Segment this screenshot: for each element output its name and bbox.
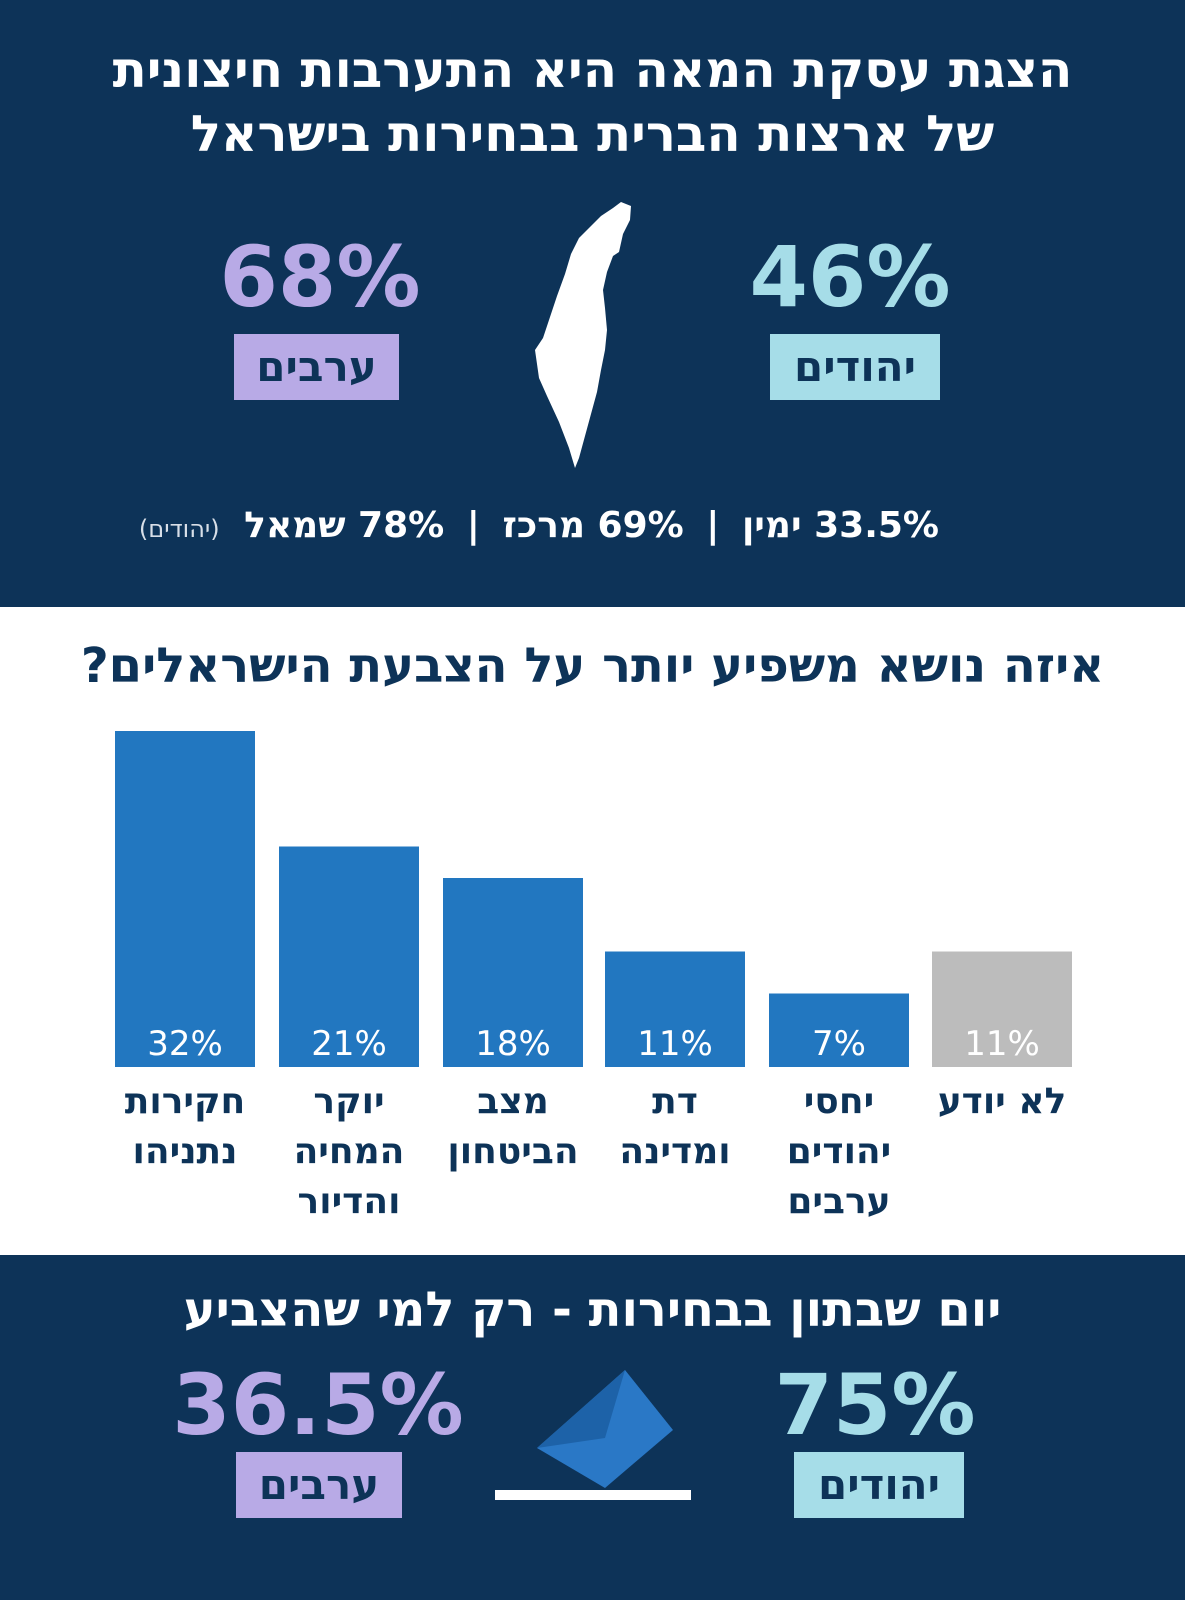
breakdown-separator: | <box>466 505 480 546</box>
breakdown-note: (יהודים) <box>138 515 220 543</box>
bar-0 <box>115 731 255 1067</box>
bottom-jews-percent: 75% <box>774 1356 976 1454</box>
category-label-4-2: ערבים <box>787 1181 890 1222</box>
political-breakdown: 33.5% ימין | 69% מרכז | 78% שמאל (יהודים… <box>139 500 939 555</box>
top-jews-percent: 46% <box>749 228 951 326</box>
category-label-1-0: יוקר <box>313 1081 384 1122</box>
category-label-4-0: יחסי <box>804 1081 874 1122</box>
israel-map-icon <box>535 202 631 468</box>
bar-2 <box>443 878 583 1067</box>
bottom-arabs-percent: 36.5% <box>172 1356 464 1454</box>
top-title: הצגת עסקת המאה היא התערבות חיצונית של אר… <box>0 38 1185 166</box>
bar-4 <box>769 993 909 1067</box>
bottom-jews-label: יהודים <box>794 1452 964 1518</box>
category-label-0-1: נתניהו <box>133 1131 238 1172</box>
category-label-3-0: דת <box>652 1081 698 1122</box>
category-label-2-1: הביטחון <box>447 1131 578 1172</box>
bottom-arabs-label: ערבים <box>236 1452 402 1518</box>
bar-1 <box>279 846 419 1067</box>
category-label-4-1: יהודים <box>787 1131 892 1172</box>
bar-value-label-2: 18% <box>475 1024 551 1064</box>
bar-value-label-5: 11% <box>964 1024 1040 1064</box>
bar-3 <box>605 951 745 1067</box>
bar-value-label-0: 32% <box>147 1024 223 1064</box>
bar-value-label-1: 21% <box>311 1024 387 1064</box>
top-arabs-percent: 68% <box>219 228 421 326</box>
bottom-panel: יום שבתון בבחירות - רק למי שהצביע 75% יה… <box>0 1255 1185 1600</box>
breakdown-right: 33.5% ימין <box>741 505 939 546</box>
category-label-0-0: חקירות <box>125 1081 245 1122</box>
category-label-3-1: ומדינה <box>619 1131 730 1172</box>
top-title-line2: של ארצות הברית בבחירות בישראל <box>190 105 995 163</box>
chart-panel: 32% חקירות נתניהו 21% יוקר המחיה והדיור 18% מצב ה… <box>0 607 1185 1255</box>
bottom-title: יום שבתון בבחירות - רק למי שהצביע <box>183 1282 1002 1338</box>
bar-5 <box>932 951 1072 1067</box>
bar-value-label-3: 11% <box>637 1024 713 1064</box>
breakdown-left: 78% שמאל <box>244 505 445 546</box>
bar-value-label-4: 7% <box>812 1024 866 1064</box>
top-title-line1: הצגת עסקת המאה היא התערבות חיצונית <box>112 41 1073 99</box>
breakdown-separator: | <box>706 505 720 546</box>
category-label-1-2: והדיור <box>298 1181 401 1222</box>
breakdown-center: 69% מרכז <box>502 505 684 546</box>
chart-title: איזה נושא משפיע יותר על הצבעת הישראלים? <box>80 638 1105 694</box>
ballot-box-icon <box>495 1370 691 1500</box>
bar-chart: 32% חקירות נתניהו 21% יוקר המחיה והדיור 18% מצב ה… <box>115 731 1072 1222</box>
top-arabs-label: ערבים <box>234 334 399 400</box>
top-jews-label: יהודים <box>770 334 940 400</box>
category-label-5-0: לא יודע <box>938 1081 1067 1122</box>
category-label-2-0: מצב <box>477 1081 549 1122</box>
category-label-1-1: המחיה <box>294 1131 405 1172</box>
top-panel: הצגת עסקת המאה היא התערבות חיצונית של אר… <box>0 0 1185 607</box>
